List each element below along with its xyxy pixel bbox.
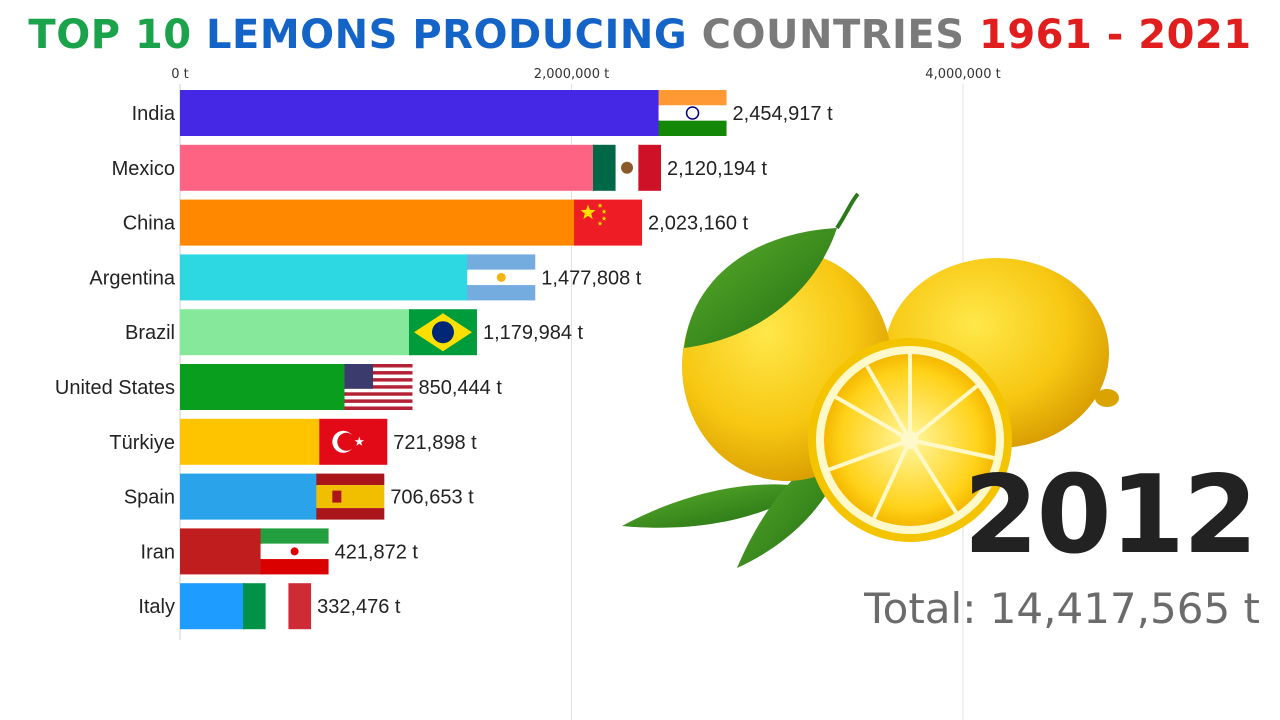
category-label: India (132, 103, 176, 125)
x-tick-label: 2,000,000 t (534, 67, 609, 82)
value-label: 2,454,917 t (733, 103, 834, 125)
lemons-image (622, 192, 1119, 568)
value-label: 850,444 t (418, 377, 502, 399)
title-part: TOP 10 (28, 12, 207, 58)
bar (180, 144, 596, 191)
category-label: Italy (138, 596, 175, 618)
total-label: Total: 14,417,565 t (864, 584, 1260, 633)
italy-flag (243, 583, 312, 630)
usa-flag (344, 364, 413, 410)
bar (180, 473, 319, 520)
year-label: 2012 (963, 453, 1258, 578)
category-label: Brazil (125, 322, 175, 344)
category-label: Argentina (89, 267, 175, 289)
iran-flag (260, 528, 329, 575)
bar (180, 254, 470, 301)
category-label: Spain (124, 487, 175, 509)
bar (180, 90, 661, 136)
bar (180, 418, 322, 465)
value-label: 2,120,194 t (667, 158, 768, 180)
value-label: 706,653 t (390, 487, 474, 509)
bar (180, 199, 577, 246)
title-part: COUNTRIES (701, 12, 979, 58)
india-flag (658, 90, 727, 136)
argentina-flag (467, 254, 536, 301)
category-label: China (123, 213, 176, 235)
value-label: 1,179,984 t (483, 322, 584, 344)
value-label: 332,476 t (317, 596, 401, 618)
bar (180, 309, 411, 356)
bar (180, 528, 263, 575)
china-flag (574, 199, 643, 246)
bar (180, 583, 246, 630)
turkiye-flag (319, 418, 388, 465)
title-part: 1961 - 2021 (978, 12, 1252, 58)
category-label: Mexico (112, 158, 175, 180)
category-label: United States (55, 377, 175, 399)
value-label: 1,477,808 t (541, 267, 642, 289)
value-label: 421,872 t (335, 541, 419, 563)
x-tick-label: 0 t (171, 67, 189, 82)
mexico-flag (593, 144, 662, 191)
chart-title: TOP 10 LEMONS PRODUCING COUNTRIES 1961 -… (0, 12, 1280, 58)
x-tick-label: 4,000,000 t (925, 67, 1000, 82)
bar (180, 364, 347, 410)
title-part: LEMONS PRODUCING (206, 12, 702, 58)
category-label: Türkiye (109, 432, 175, 454)
value-label: 2,023,160 t (648, 213, 749, 235)
brazil-flag (408, 309, 477, 356)
value-label: 721,898 t (393, 432, 477, 454)
spain-flag (316, 473, 385, 520)
category-label: Iran (141, 541, 175, 563)
